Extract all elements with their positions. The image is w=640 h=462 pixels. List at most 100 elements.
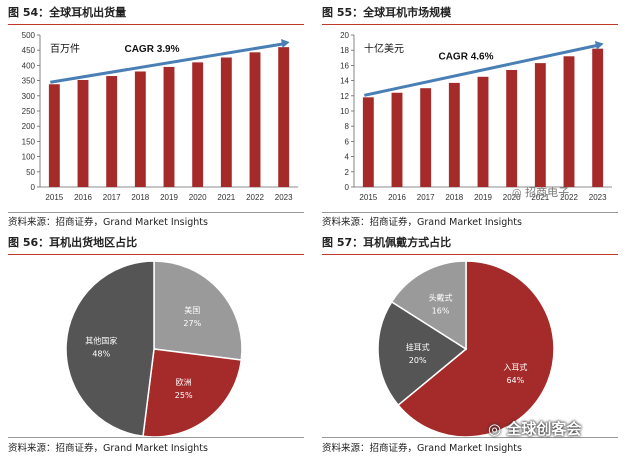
- watermark-bottom: ◎ 全球创客会: [488, 418, 581, 439]
- fig56-slice-value: 27%: [183, 319, 201, 328]
- fig54-x-tick-label: 2018: [131, 193, 149, 202]
- fig57-title: 图 57：耳机佩戴方式占比: [322, 236, 452, 249]
- fig56-source-rule: [8, 437, 304, 438]
- fig54-x-tick-label: 2017: [103, 193, 121, 202]
- fig55-bar: [506, 69, 518, 187]
- fig57-title-rule: [322, 254, 618, 255]
- fig54-y-tick-label: 50: [26, 168, 35, 177]
- fig55-x-tick-label: 2019: [474, 193, 492, 202]
- watermark-top-text: 招商电子: [525, 186, 570, 199]
- fig54-trend-arrow: [50, 42, 283, 84]
- fig56-slice-label: 其他国家: [85, 336, 117, 346]
- fig55-bar: [391, 92, 403, 187]
- fig54-x-tick-label: 2016: [74, 193, 92, 202]
- fig56-title-rule: [8, 254, 304, 255]
- fig55-x-tick-label: 2017: [417, 193, 435, 202]
- fig54-y-tick-label: 100: [22, 153, 36, 162]
- fig55-title: 图 55：全球耳机市场规模: [322, 6, 452, 19]
- fig55-x-tick-label: 2020: [503, 193, 521, 202]
- fig57-slice-label: 头戴式: [429, 293, 453, 303]
- fig55-bar: [448, 82, 460, 187]
- fig54-y-tick-label: 250: [22, 107, 36, 116]
- fig54-bar: [106, 76, 118, 187]
- fig57-slice: [390, 260, 467, 351]
- fig56-source: 资料来源：招商证券，Grand Market Insights: [8, 443, 208, 454]
- fig56-slice: [142, 348, 243, 438]
- fig56-slice-value: 48%: [92, 350, 110, 359]
- fig55-y-tick-label: 0: [345, 183, 350, 192]
- fig54-unit-label: 百万件: [50, 43, 80, 55]
- fig55-y-tick-label: 2: [345, 168, 350, 177]
- fig54-bar: [249, 52, 261, 187]
- fig55-bar: [534, 63, 546, 188]
- fig56-pie-chart: 美国 27% 欧洲 25% 其他国家 48%: [65, 260, 243, 438]
- fig54-cagr-label: CAGR 3.9%: [124, 44, 179, 55]
- fig57-slice: [397, 260, 555, 438]
- fig57-slice-label: 入耳式: [503, 362, 527, 372]
- fig55-unit-label: 十亿美元: [364, 42, 404, 55]
- fig55-y-tick-label: 8: [345, 122, 350, 131]
- fig54-bar: [48, 84, 60, 187]
- fig54-bar: [278, 47, 290, 187]
- fig55-title-rule: [322, 24, 618, 25]
- fig55-y-tick-label: 6: [345, 137, 350, 146]
- fig57-source-rule: [322, 437, 618, 438]
- fig55-y-tick-label: 4: [345, 153, 350, 162]
- fig54-x-tick-label: 2022: [246, 193, 264, 202]
- fig55-trend-arrow: [364, 44, 597, 97]
- fig55-bar: [477, 76, 489, 187]
- fig57-source: 资料来源：招商证券，Grand Market Insights: [322, 443, 522, 454]
- fig57-slice-label: 挂耳式: [406, 342, 430, 352]
- fig54-y-tick-label: 300: [22, 92, 36, 101]
- fig54-title-rule: [8, 24, 304, 25]
- wechat-icon: ◎: [488, 420, 502, 438]
- fig54-source-rule: [8, 212, 304, 213]
- fig55-bar: [592, 48, 604, 188]
- wechat-icon: ◎: [512, 186, 522, 199]
- fig54-y-tick-label: 350: [22, 77, 36, 86]
- fig54-bar: [192, 62, 204, 187]
- fig54-bar: [163, 66, 175, 187]
- fig55-source-rule: [322, 212, 618, 213]
- fig56-title: 图 56：耳机出货地区占比: [8, 236, 138, 249]
- fig57-slice-value: 16%: [432, 307, 450, 316]
- fig55-x-tick-label: 2022: [560, 193, 578, 202]
- fig55-trend-arrow-head: [594, 40, 604, 50]
- fig54-y-tick-label: 500: [22, 31, 36, 40]
- fig54-title: 图 54：全球耳机出货量: [8, 6, 127, 19]
- fig55-bar: [362, 97, 374, 187]
- fig54-y-tick-label: 400: [22, 61, 36, 70]
- fig56-slice: [153, 260, 243, 361]
- watermark-top: ◎ 招商电子: [512, 184, 569, 200]
- fig55-y-tick-label: 12: [340, 92, 349, 101]
- fig56-slice-label: 欧洲: [176, 377, 192, 387]
- fig54-y-tick-label: 200: [22, 122, 36, 131]
- fig55-x-tick-label: 2018: [445, 193, 463, 202]
- fig54-x-tick-label: 2015: [45, 193, 63, 202]
- fig55-x-tick-label: 2021: [531, 193, 549, 202]
- fig54-y-tick-label: 150: [22, 137, 36, 146]
- fig56-slice-label: 美国: [184, 305, 200, 315]
- fig55-y-tick-label: 20: [340, 31, 349, 40]
- fig57-slice-value: 20%: [409, 356, 427, 365]
- fig55-source: 资料来源：招商证券，Grand Market Insights: [322, 217, 522, 228]
- fig54-y-tick-label: 450: [22, 46, 36, 55]
- fig54-x-tick-label: 2023: [275, 193, 293, 202]
- fig54-bar-chart: 0 50 100 150 200 250 300 350 400 450 500 2015 2016 20…: [22, 31, 298, 202]
- fig55-x-tick-label: 2016: [388, 193, 406, 202]
- fig54-y-tick-label: 0: [31, 183, 36, 192]
- fig57-slice: [377, 300, 468, 407]
- fig54-x-tick-label: 2020: [189, 193, 207, 202]
- fig54-bar: [220, 57, 232, 187]
- fig57-slice-value: 64%: [506, 376, 524, 385]
- fig55-y-tick-label: 10: [340, 107, 349, 116]
- fig56-slice: [65, 260, 155, 438]
- fig55-y-tick-label: 16: [340, 61, 349, 70]
- fig54-source: 资料来源：招商证券，Grand Market Insights: [8, 217, 208, 228]
- fig54-trend-arrow-head: [281, 39, 290, 48]
- fig56-slice-value: 25%: [175, 391, 193, 400]
- fig55-x-tick-label: 2015: [359, 193, 377, 202]
- fig55-y-tick-label: 18: [340, 46, 349, 55]
- fig54-x-tick-label: 2021: [217, 193, 235, 202]
- fig55-cagr-label: CAGR 4.6%: [438, 52, 493, 63]
